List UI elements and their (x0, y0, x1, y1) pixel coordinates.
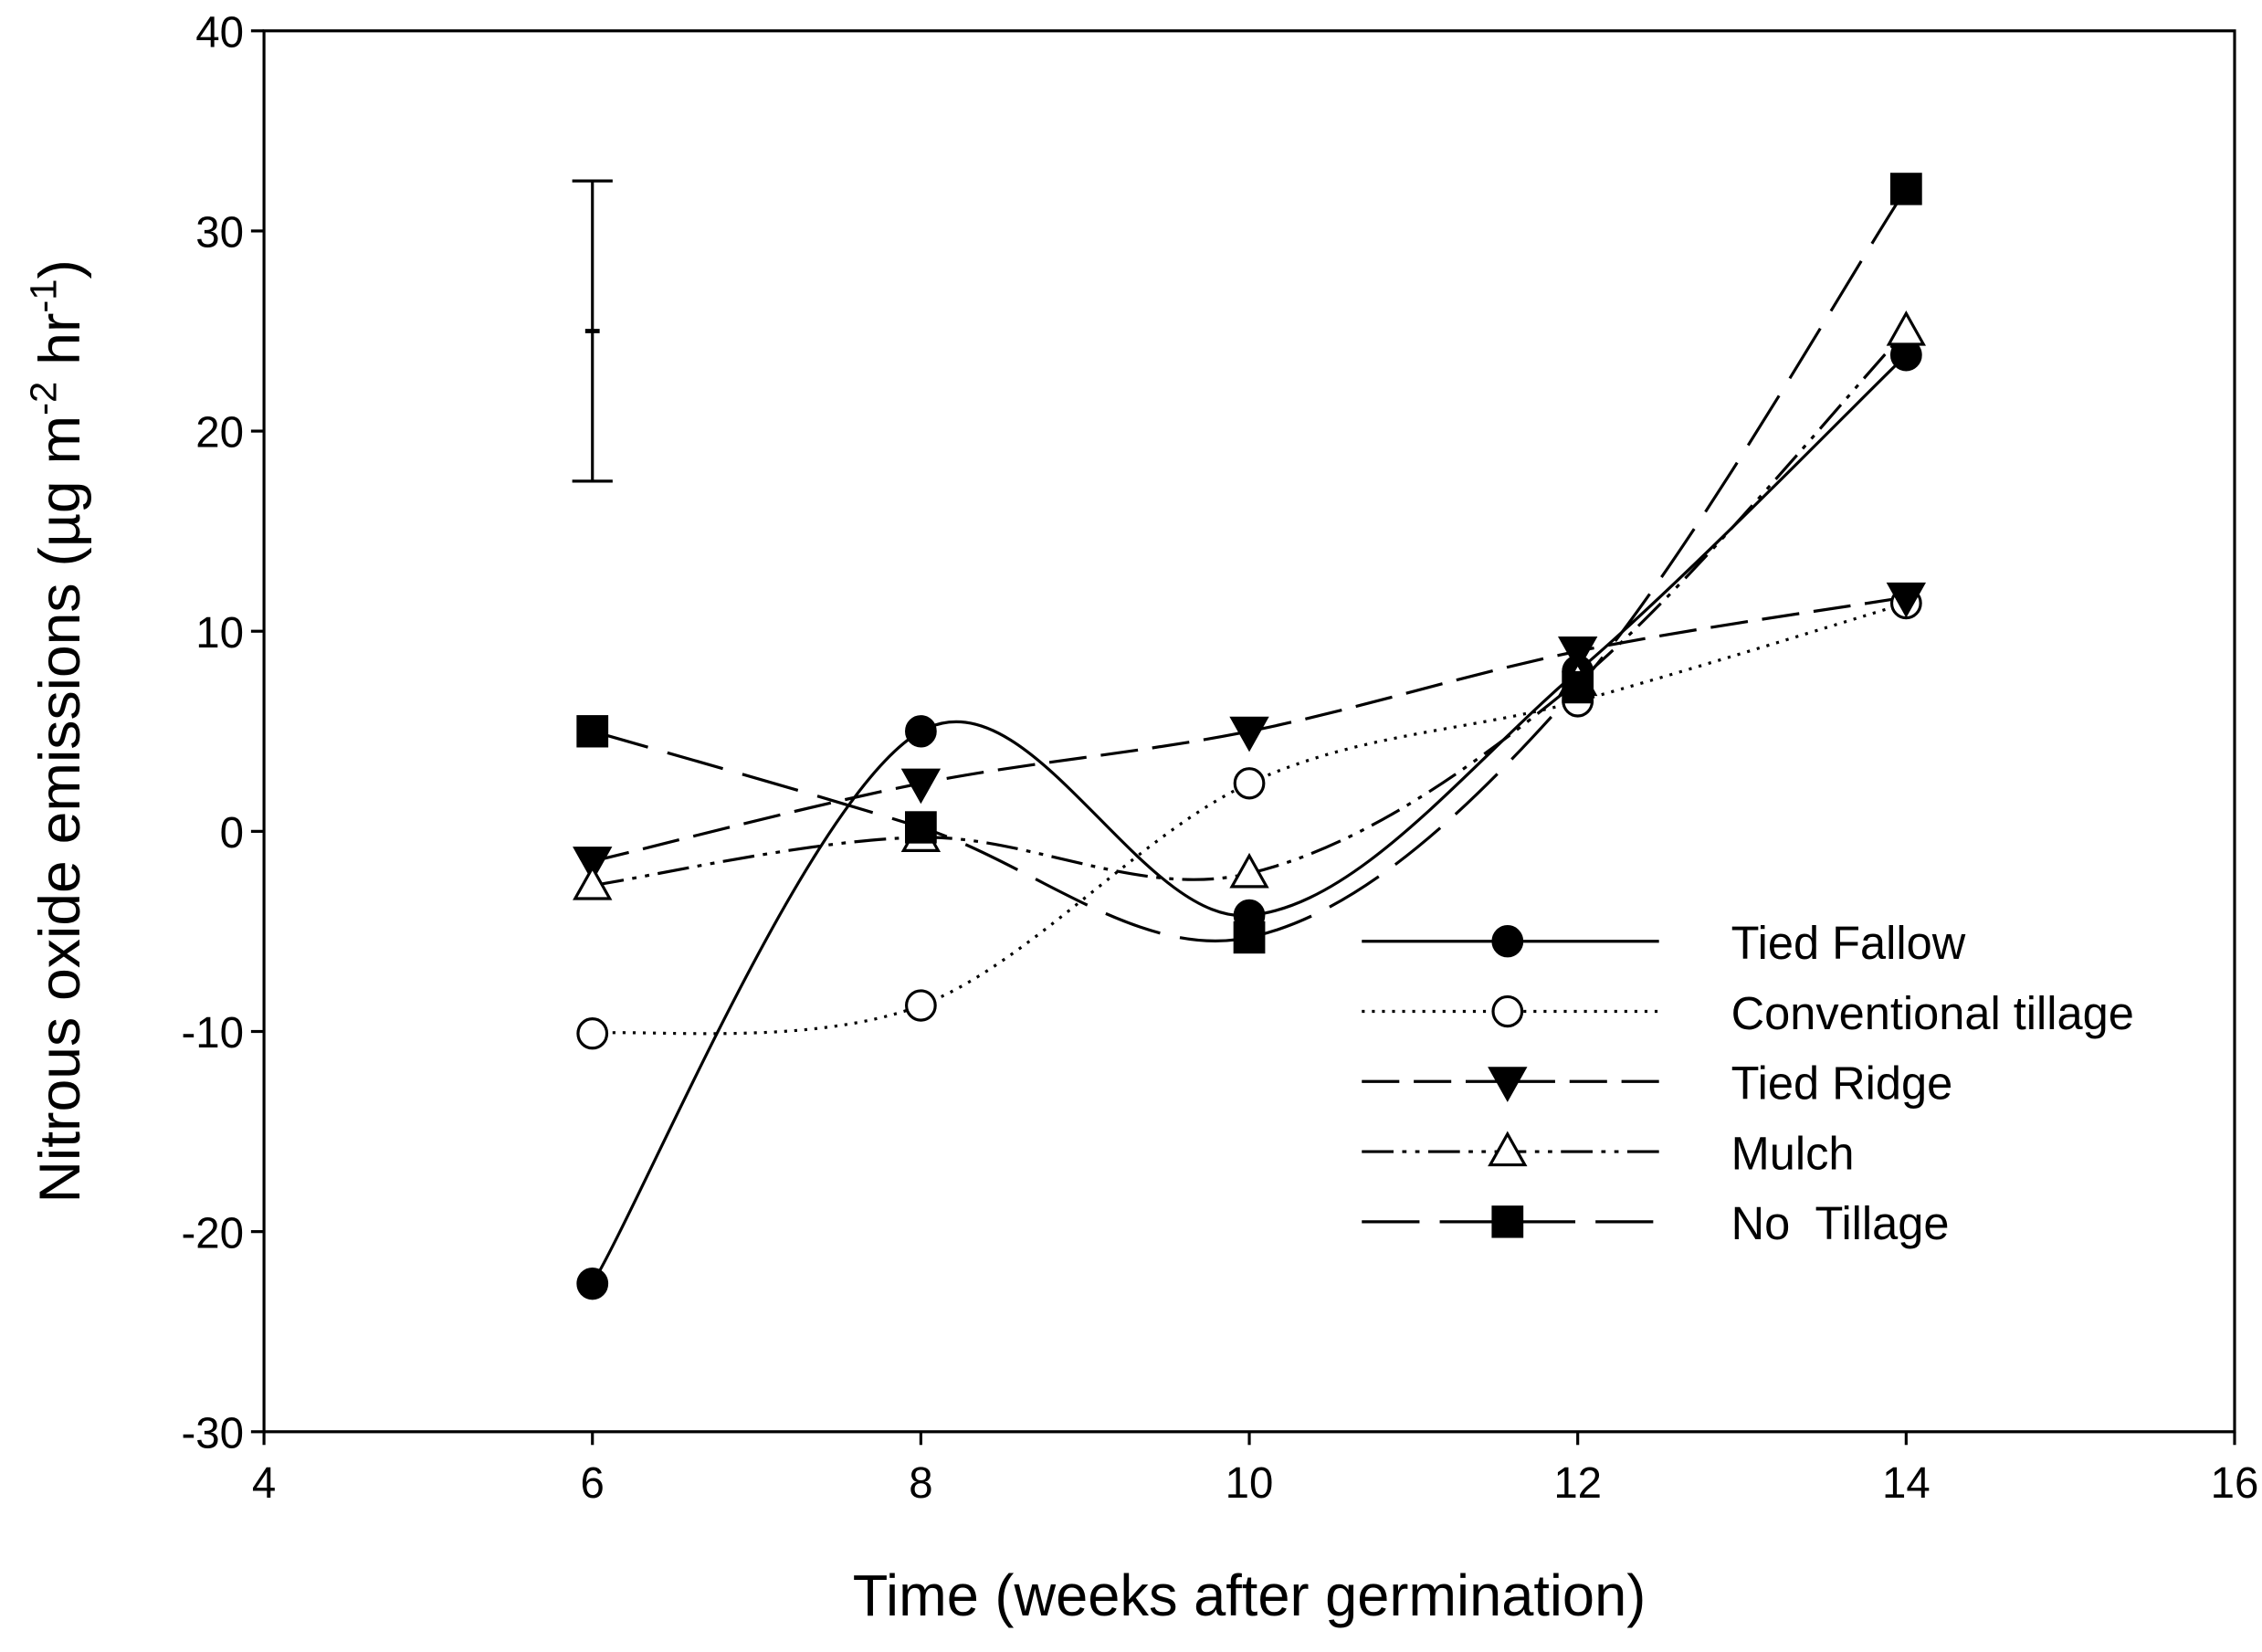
y-axis-label: Nitrous oxide emissions (µg m-2 hr-1) (22, 259, 92, 1204)
x-tick-label: 12 (1553, 1459, 1602, 1508)
marker (573, 864, 613, 900)
marker (576, 1017, 609, 1050)
marker (573, 847, 613, 882)
legend-label: No Tillage (1731, 1197, 1950, 1250)
y-tick-label: 40 (195, 8, 244, 57)
y-axis-label-part: Nitrous oxide emissions (µg m (26, 416, 91, 1204)
y-tick-label: 0 (220, 809, 244, 858)
marker (905, 715, 937, 748)
legend-label: Tied Ridge (1731, 1057, 1953, 1110)
series-line (592, 187, 1908, 942)
x-tick-label: 6 (581, 1459, 605, 1508)
marker (1491, 925, 1524, 958)
series-line (591, 353, 1908, 1285)
y-axis-label-part: -2 (22, 382, 65, 416)
y-tick-label: 30 (195, 208, 244, 257)
x-tick-label: 8 (909, 1459, 932, 1508)
marker (1229, 852, 1269, 889)
series-line (592, 330, 1908, 888)
y-axis-label-part: -1 (22, 279, 65, 312)
x-tick-label: 4 (252, 1459, 276, 1508)
y-tick-label: -10 (181, 1009, 243, 1057)
marker (1491, 994, 1524, 1028)
marker (1889, 173, 1922, 205)
marker (1558, 637, 1598, 672)
marker (905, 811, 937, 844)
marker (1886, 310, 1927, 346)
series-line (592, 601, 1907, 1036)
y-axis-label-part: ) (26, 259, 91, 279)
marker (1562, 670, 1594, 704)
y-tick-label: 20 (195, 408, 244, 457)
marker (1491, 1205, 1524, 1238)
x-axis-label: Time (weeks after germination) (853, 1562, 1646, 1628)
legend-label: Mulch (1731, 1127, 1855, 1180)
legend-label: Tied Fallow (1731, 917, 1966, 970)
marker (576, 715, 609, 748)
series-line (592, 595, 1907, 863)
marker (1229, 716, 1269, 752)
y-axis-label-part: hr (26, 313, 91, 382)
marker (900, 768, 942, 805)
y-tick-label: -20 (181, 1209, 243, 1257)
marker (1886, 582, 1927, 618)
marker (905, 989, 937, 1022)
y-tick-label: -30 (181, 1409, 243, 1457)
x-tick-label: 10 (1226, 1459, 1274, 1508)
marker (1233, 767, 1266, 800)
x-tick-label: 14 (1882, 1459, 1931, 1508)
y-tick-label: 10 (195, 609, 244, 658)
x-tick-label: 16 (2211, 1459, 2259, 1508)
marker (1233, 921, 1266, 954)
marker (1488, 1131, 1528, 1167)
marker (1488, 1067, 1528, 1102)
legend-label: Conventional tillage (1731, 986, 2134, 1039)
marker (576, 1267, 609, 1300)
